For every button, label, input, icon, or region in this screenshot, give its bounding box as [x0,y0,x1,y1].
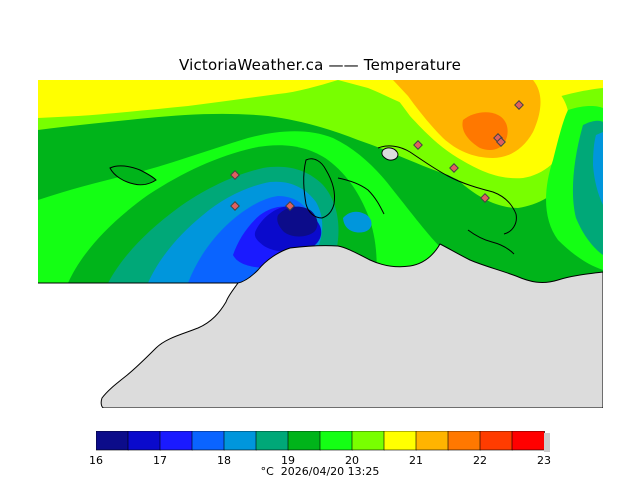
color-scale-segment [255,431,289,451]
contour-sw-17b [343,211,372,233]
temperature-map-svg [38,80,603,408]
color-scale-segment [287,431,321,451]
color-scale-segment [191,431,225,451]
small-island [381,147,399,161]
color-scale-tick-label: 21 [409,454,423,467]
peninsula-central [303,158,335,219]
color-scale-segment [447,431,481,451]
island-west [109,165,157,186]
color-scale-segment [127,431,161,451]
station-marker[interactable] [514,100,524,110]
color-scale-segment [223,431,257,451]
station-marker[interactable] [285,201,295,211]
color-scale-tick-label: 20 [345,454,359,467]
coast-line-east [467,229,515,255]
contour-east-18 [593,132,603,205]
contour-21-22-left [38,80,338,118]
color-scale-tick-label: 19 [281,454,295,467]
station-markers [230,100,524,211]
color-scale-segment [96,431,129,451]
color-scale-tick-label: 16 [89,454,103,467]
color-scale-segment [383,431,417,451]
color-scale-segment [159,431,193,451]
temperature-map[interactable] [38,80,603,408]
color-scale-bar [96,431,551,452]
color-scale-segment [479,431,513,451]
station-marker[interactable] [230,201,240,211]
color-scale-shadow [544,433,550,452]
unit-label: °C [260,465,274,478]
color-scale-svg [96,431,550,452]
color-scale-tick-label: 17 [153,454,167,467]
coast-line-inlet [337,177,385,215]
timestamp: 2026/04/20 13:25 [280,465,380,478]
station-marker[interactable] [496,137,506,147]
land-mass [38,243,603,408]
color-scale-segment [319,431,353,451]
page-title: VictoriaWeather.ca —— Temperature [178,56,462,74]
station-marker[interactable] [230,170,240,180]
contour-sw-12 [277,206,318,237]
color-scale-tick-label: 22 [473,454,487,467]
legend-caption: °C 2026/04/20 13:25 [0,465,640,478]
color-scale-segment [351,431,385,451]
station-marker[interactable] [480,193,490,203]
station-marker[interactable] [449,163,459,173]
color-scale-segment [415,431,449,451]
coast-line-north [377,145,517,235]
color-scale-segment [511,431,545,451]
color-scale-tick-label: 23 [537,454,551,467]
station-marker[interactable] [413,140,423,150]
color-scale-tick-label: 18 [217,454,231,467]
